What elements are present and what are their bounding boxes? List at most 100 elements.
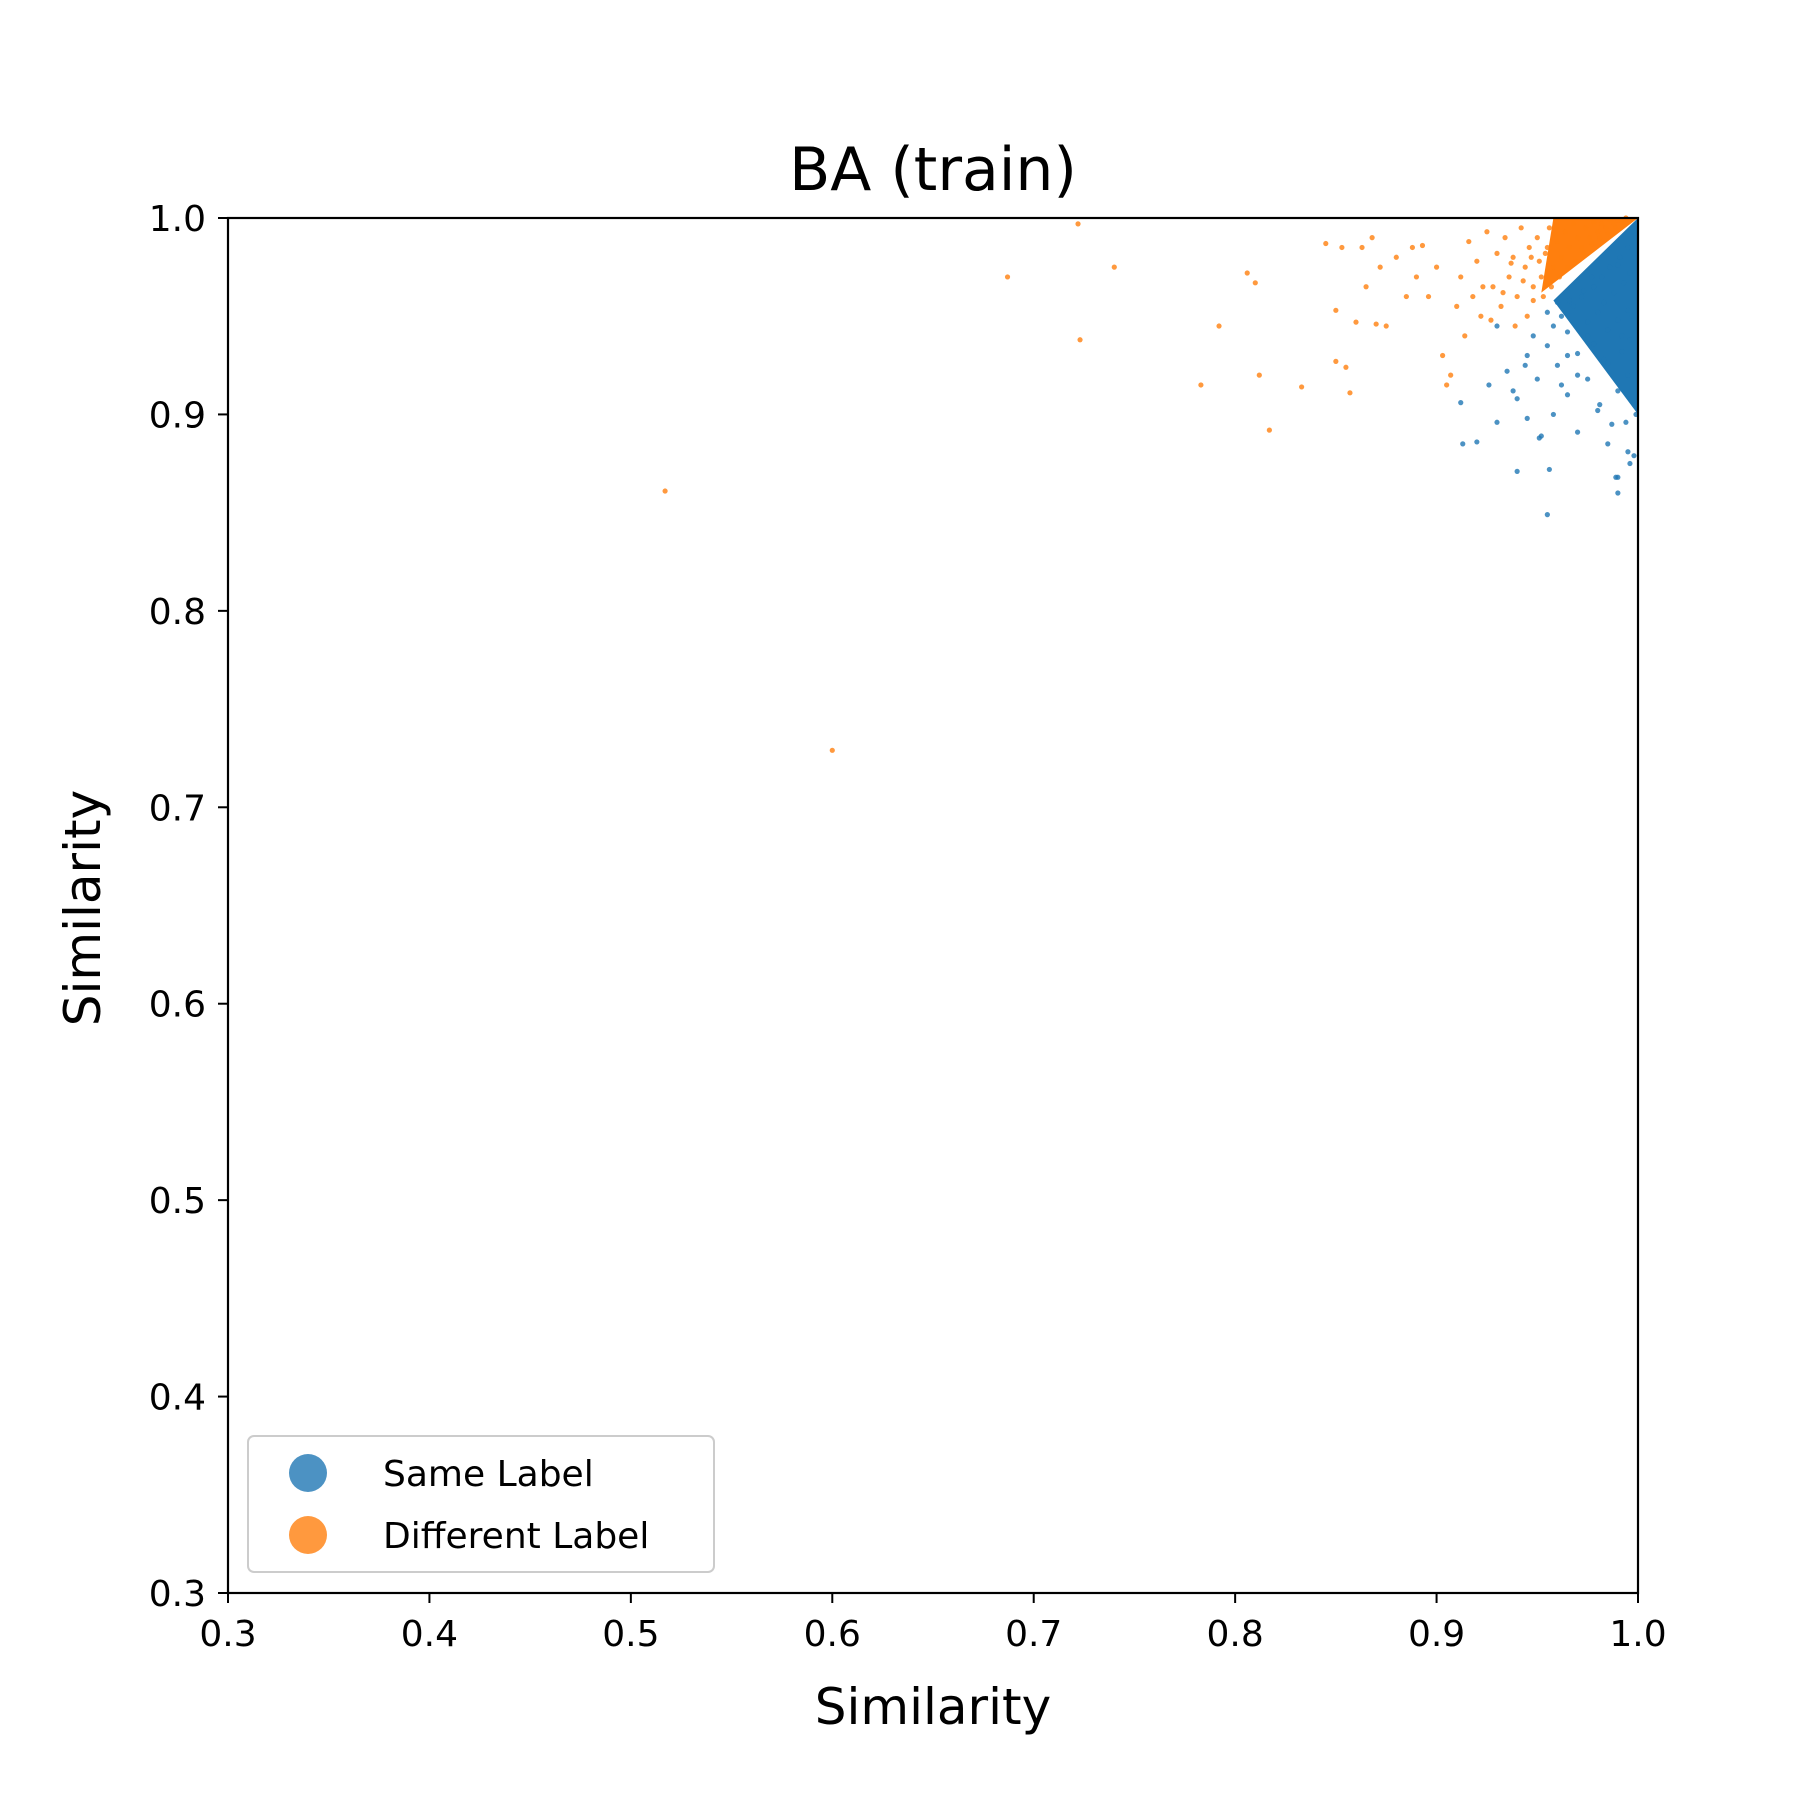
different-label-point xyxy=(1512,323,1518,329)
different-label-point xyxy=(1425,293,1432,300)
different-label-point xyxy=(1484,229,1490,235)
same-label-point xyxy=(1623,419,1629,425)
different-label-point xyxy=(1605,231,1611,237)
different-label-point xyxy=(1506,274,1512,280)
same-label-point xyxy=(1613,474,1619,480)
legend-marker-different-label xyxy=(289,1516,327,1554)
same-label-point xyxy=(1631,254,1637,260)
different-label-point xyxy=(1256,372,1262,378)
points-layer xyxy=(662,215,1639,753)
same-label-point xyxy=(1605,441,1611,447)
different-label-point xyxy=(1004,274,1011,280)
x-tick-label: 0.3 xyxy=(199,1614,256,1655)
different-label-point xyxy=(1500,290,1506,296)
different-label-point xyxy=(1548,284,1554,290)
different-label-point xyxy=(1597,235,1603,241)
same-label-point xyxy=(1617,254,1623,260)
same-label-point xyxy=(1625,244,1631,251)
same-label-point xyxy=(1544,343,1550,349)
x-axis-label: Similarity xyxy=(815,1678,1051,1736)
same-label-point xyxy=(1589,274,1595,280)
same-label-point xyxy=(1544,309,1550,315)
different-label-point xyxy=(1252,280,1258,286)
different-label-point xyxy=(1522,264,1528,270)
different-label-point xyxy=(1498,303,1504,309)
x-tick-label: 0.5 xyxy=(602,1614,659,1655)
same-label-point xyxy=(1570,303,1577,309)
same-label-point xyxy=(1609,421,1615,427)
same-label-point xyxy=(1564,329,1571,335)
different-label-point xyxy=(1333,358,1339,364)
different-label-point xyxy=(1413,274,1420,280)
same-label-point xyxy=(1627,337,1633,343)
same-label-point xyxy=(1605,360,1611,366)
same-label-point xyxy=(1581,288,1587,294)
different-label-point xyxy=(1333,307,1339,313)
different-label-point xyxy=(1490,284,1496,290)
different-label-point xyxy=(1528,254,1534,260)
same-label-point xyxy=(1601,356,1607,363)
same-label-point xyxy=(1627,460,1633,467)
different-label-point xyxy=(1550,264,1556,270)
different-label-point xyxy=(1589,240,1595,247)
same-label-point xyxy=(1486,382,1492,388)
different-label-point xyxy=(1077,337,1083,343)
axes-frame xyxy=(226,216,1640,1595)
same-label-point xyxy=(1591,284,1597,290)
different-label-point xyxy=(1520,278,1526,284)
same-label-point xyxy=(1514,396,1520,402)
different-label-point xyxy=(1448,372,1454,378)
same-label-point xyxy=(1629,313,1635,319)
different-label-point xyxy=(1440,352,1446,359)
y-tick-label: 0.4 xyxy=(149,1378,206,1419)
different-label-point xyxy=(1530,284,1536,290)
different-label-point xyxy=(1508,260,1514,266)
different-label-point xyxy=(1266,427,1272,433)
different-label-point xyxy=(1353,319,1359,325)
different-label-point xyxy=(1599,221,1605,227)
same-label-point xyxy=(1615,317,1621,323)
chart-title: BA (train) xyxy=(789,135,1077,205)
same-label-point xyxy=(1625,372,1631,378)
different-label-point xyxy=(1566,244,1573,251)
different-label-point xyxy=(1409,244,1415,251)
same-label-point xyxy=(1605,327,1611,333)
different-label-point xyxy=(1393,254,1399,260)
same-label-point xyxy=(1631,402,1637,408)
different-label-point xyxy=(1530,297,1536,304)
same-label-point xyxy=(1615,490,1621,496)
different-label-point xyxy=(1510,254,1516,260)
x-tick-label: 0.9 xyxy=(1408,1614,1465,1655)
same-label-point xyxy=(1504,368,1510,374)
same-label-point xyxy=(1625,449,1631,455)
different-label-point xyxy=(1403,293,1409,300)
different-label-point xyxy=(1347,390,1353,396)
different-label-point xyxy=(1433,264,1440,270)
different-label-point xyxy=(1502,235,1508,241)
different-label-point xyxy=(1369,235,1375,241)
same-label-point xyxy=(1494,419,1500,425)
different-label-point xyxy=(1111,264,1117,270)
dense-region-different-label xyxy=(1541,218,1638,293)
same-label-point xyxy=(1564,392,1571,398)
same-label-point xyxy=(1595,309,1601,315)
different-label-point xyxy=(1583,225,1589,231)
same-label-point xyxy=(1564,352,1571,359)
different-label-point xyxy=(1574,235,1581,241)
x-tick-label: 1.0 xyxy=(1609,1614,1666,1655)
different-label-point xyxy=(1556,274,1563,280)
same-label-point xyxy=(1579,293,1585,300)
different-label-point xyxy=(1544,244,1550,251)
different-label-point xyxy=(1524,313,1530,319)
same-label-point xyxy=(1625,307,1631,313)
different-label-point xyxy=(1564,264,1571,270)
same-label-point xyxy=(1591,341,1597,347)
same-label-point xyxy=(1595,407,1601,414)
different-label-point xyxy=(1244,270,1250,276)
different-label-point xyxy=(1526,244,1532,251)
same-label-point xyxy=(1574,350,1581,357)
different-label-point xyxy=(1478,313,1484,319)
different-label-point xyxy=(1419,242,1426,249)
same-label-point xyxy=(1546,466,1552,473)
